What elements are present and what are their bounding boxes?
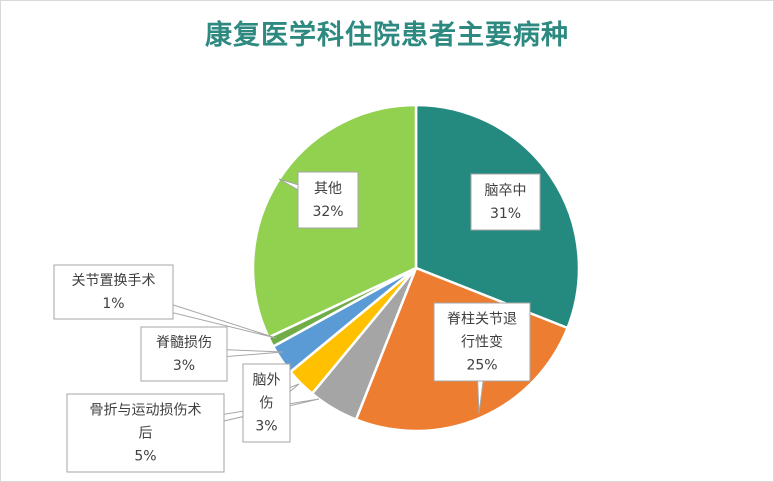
data-label-category: 脑卒中 (485, 183, 527, 199)
callout-box (470, 173, 541, 231)
chart-title: 康复医学科住院患者主要病种 (205, 20, 569, 51)
data-label-category: 脑外 (253, 373, 281, 389)
data-label-callout: 关节置换手术 1% (53, 264, 277, 339)
data-label-percent: 3% (255, 419, 277, 435)
data-label-percent: 5% (134, 449, 156, 465)
callout-box (297, 171, 359, 229)
data-label-percent: 3% (173, 358, 195, 374)
data-label-callout: 脑外伤 3% (242, 363, 300, 443)
data-label-category: 其他 (314, 181, 342, 197)
data-label-category: 脊柱关节退 (447, 312, 517, 328)
callout-box (242, 363, 291, 443)
data-label-callout: 脑卒中 31% (470, 173, 541, 231)
data-label-category: 关节置换手术 (72, 272, 156, 289)
callout-box (53, 264, 174, 320)
data-label-category: 骨折与运动损伤术 (90, 403, 202, 419)
data-label-category: 脊髓损伤 (156, 335, 212, 351)
callout-box (140, 326, 228, 382)
data-label-percent: 32% (312, 204, 343, 220)
data-label-category: 行性变 (461, 335, 503, 351)
data-label-callout: 脊髓损伤 3% (140, 326, 284, 382)
data-label-category: 后 (139, 426, 153, 442)
data-label-category: 伤 (260, 396, 274, 412)
callout-box (66, 393, 225, 473)
data-label-percent: 1% (102, 296, 124, 312)
data-label-percent: 25% (466, 358, 497, 374)
data-label-callout: 其他 32% (278, 171, 359, 229)
data-label-percent: 31% (490, 206, 521, 222)
callout-box (433, 302, 531, 382)
